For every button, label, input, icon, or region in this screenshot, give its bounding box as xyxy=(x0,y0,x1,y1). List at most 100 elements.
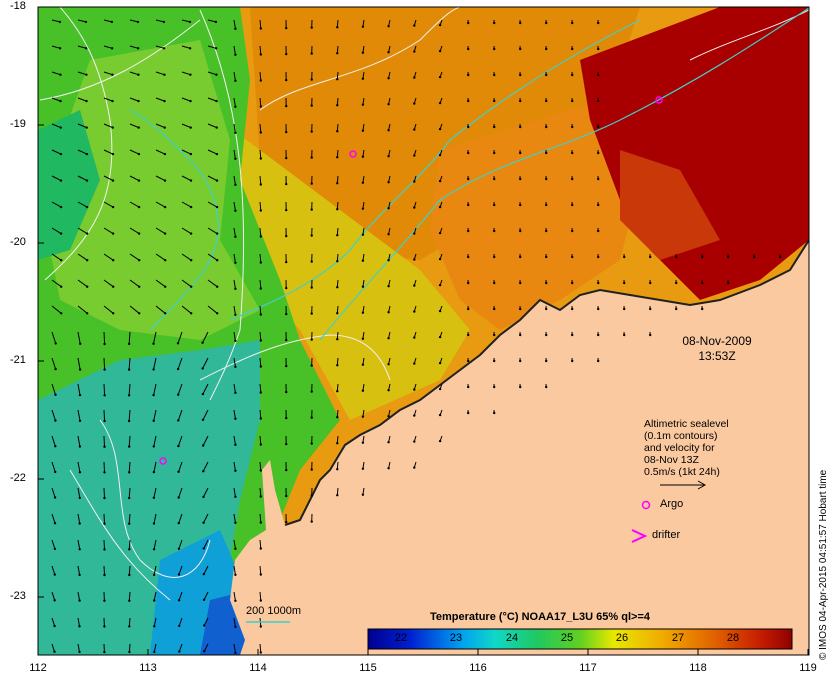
velocity-arrow-head xyxy=(623,255,626,259)
velocity-arrow-head xyxy=(438,127,442,131)
velocity-arrow xyxy=(203,643,209,652)
velocity-arrow-head xyxy=(387,181,390,184)
velocity-arrow xyxy=(128,565,131,576)
velocity-arrow xyxy=(129,305,140,314)
velocity-arrow-head xyxy=(310,130,313,133)
velocity-arrow-head xyxy=(162,47,166,50)
velocity-arrow xyxy=(336,227,339,236)
velocity-arrow xyxy=(103,279,114,288)
velocity-arrow xyxy=(178,643,183,652)
velocity-arrow xyxy=(51,617,56,627)
velocity-arrow-head xyxy=(234,521,237,524)
velocity-arrow-head xyxy=(623,307,626,311)
velocity-arrow xyxy=(202,435,209,446)
velocity-arrow xyxy=(178,565,183,575)
velocity-arrow xyxy=(233,149,236,159)
velocity-arrow xyxy=(181,71,191,76)
velocity-arrow-head xyxy=(53,599,56,602)
velocity-arrow-head xyxy=(164,312,167,315)
velocity-arrow xyxy=(128,383,131,396)
velocity-arrow xyxy=(51,71,61,76)
velocity-arrow xyxy=(181,97,191,102)
velocity-arrow xyxy=(51,487,56,498)
velocity-arrow xyxy=(77,123,87,129)
velocity-arrow-head xyxy=(85,232,89,235)
velocity-arrow xyxy=(103,19,113,23)
velocity-arrow-head xyxy=(413,440,416,443)
velocity-arrow-head xyxy=(214,20,218,24)
velocity-arrow-head xyxy=(438,205,442,209)
legend-line: 0.5m/s (1kt 24h) xyxy=(644,466,720,478)
velocity-arrow xyxy=(336,19,339,28)
velocity-arrow xyxy=(153,591,157,601)
velocity-arrow-head xyxy=(597,307,600,311)
velocity-arrow-head xyxy=(387,129,390,132)
velocity-arrow-head xyxy=(493,307,496,311)
velocity-arrow-head xyxy=(519,281,522,285)
velocity-arrow xyxy=(207,71,217,76)
velocity-arrow-head xyxy=(86,259,89,262)
velocity-arrow-head xyxy=(310,260,313,263)
velocity-arrow-head xyxy=(285,260,288,264)
velocity-arrow-head xyxy=(234,79,237,83)
colorbar-tick-label: 22 xyxy=(394,632,408,644)
velocity-arrow-head xyxy=(259,651,262,654)
velocity-arrow-head xyxy=(259,287,262,290)
velocity-arrow-head xyxy=(259,365,262,368)
velocity-arrow-head xyxy=(438,231,442,235)
velocity-arrow-head xyxy=(84,20,88,24)
velocity-arrow-head xyxy=(259,261,262,264)
velocity-arrow xyxy=(129,253,140,261)
velocity-arrow xyxy=(77,383,81,396)
velocity-arrow-head xyxy=(103,573,106,577)
velocity-arrow-head xyxy=(128,445,131,448)
velocity-arrow-head xyxy=(54,470,57,474)
velocity-arrow-head xyxy=(259,573,262,576)
velocity-arrow-head xyxy=(59,99,62,103)
velocity-arrow-head xyxy=(438,283,442,287)
velocity-arrow-head xyxy=(78,419,82,422)
velocity-arrow xyxy=(233,617,236,627)
velocity-arrow-head xyxy=(413,232,416,235)
velocity-arrow-head xyxy=(137,73,140,76)
lon-tick-label: 112 xyxy=(29,662,47,674)
velocity-arrow-head xyxy=(336,442,339,445)
velocity-arrow xyxy=(129,19,139,23)
velocity-arrow xyxy=(336,305,339,314)
velocity-arrow-head xyxy=(78,471,82,474)
velocity-arrow-head xyxy=(152,342,155,345)
velocity-arrow xyxy=(77,201,88,208)
velocity-arrow-head xyxy=(361,25,365,28)
velocity-arrow-head xyxy=(387,415,390,418)
velocity-arrow xyxy=(259,461,262,471)
velocity-arrow-head xyxy=(571,229,574,233)
velocity-arrow xyxy=(153,643,157,653)
velocity-arrow-head xyxy=(128,573,131,577)
velocity-arrow xyxy=(181,279,192,288)
velocity-arrow xyxy=(233,305,236,315)
velocity-arrow-head xyxy=(438,387,442,391)
velocity-arrow xyxy=(77,461,81,473)
velocity-arrow-head xyxy=(189,73,192,76)
velocity-arrow-head xyxy=(112,259,115,262)
velocity-arrow-head xyxy=(59,126,62,129)
velocity-arrow-head xyxy=(138,259,141,262)
velocity-arrow-head xyxy=(202,572,206,576)
velocity-arrow-head xyxy=(310,78,313,81)
velocity-arrow-head xyxy=(413,154,416,157)
velocity-arrow xyxy=(153,409,157,421)
velocity-arrow xyxy=(155,97,165,102)
velocity-arrow-head xyxy=(215,179,219,182)
velocity-arrow-head xyxy=(310,338,313,341)
velocity-arrow-head xyxy=(310,416,313,419)
velocity-arrow xyxy=(103,539,105,550)
velocity-arrow-head xyxy=(111,99,114,103)
velocity-arrow-head xyxy=(438,361,442,365)
velocity-arrow-head xyxy=(336,182,339,185)
velocity-arrow xyxy=(51,45,61,49)
velocity-arrow xyxy=(259,591,262,601)
velocity-arrow xyxy=(177,357,183,370)
velocity-arrow-head xyxy=(234,235,237,238)
velocity-arrow xyxy=(336,45,339,54)
velocity-arrow-head xyxy=(336,364,339,367)
